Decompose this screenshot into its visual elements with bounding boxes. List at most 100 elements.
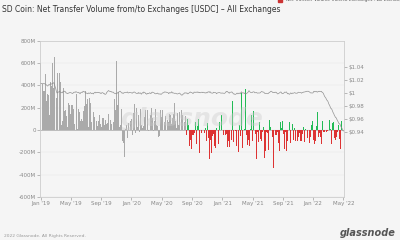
Bar: [188, 125, 189, 130]
Bar: [301, 130, 302, 141]
Bar: [66, 116, 67, 130]
Bar: [100, 124, 101, 130]
Bar: [183, 108, 184, 130]
Bar: [102, 118, 103, 130]
Text: 2022 Glassnode. All Rights Reserved.: 2022 Glassnode. All Rights Reserved.: [4, 234, 86, 238]
Bar: [60, 82, 61, 130]
Bar: [266, 130, 267, 132]
Bar: [162, 110, 163, 130]
Bar: [303, 127, 304, 130]
Bar: [105, 120, 106, 130]
Bar: [135, 130, 136, 133]
Bar: [186, 130, 187, 155]
Bar: [44, 120, 45, 130]
Bar: [45, 74, 46, 130]
Bar: [198, 120, 199, 130]
Bar: [199, 130, 200, 153]
Bar: [194, 130, 195, 133]
Bar: [178, 125, 179, 130]
Bar: [335, 130, 336, 140]
Bar: [119, 127, 120, 130]
Bar: [90, 103, 91, 130]
Bar: [181, 110, 182, 130]
Bar: [316, 126, 317, 130]
Bar: [336, 130, 337, 137]
Bar: [284, 130, 285, 149]
Bar: [79, 112, 80, 130]
Bar: [322, 121, 323, 130]
Bar: [323, 130, 324, 132]
Bar: [217, 130, 218, 134]
Bar: [148, 130, 149, 131]
Bar: [51, 86, 52, 130]
Bar: [175, 121, 176, 130]
Bar: [150, 115, 151, 130]
Bar: [89, 100, 90, 130]
Bar: [221, 114, 222, 130]
Bar: [308, 109, 309, 130]
Bar: [156, 126, 157, 130]
Bar: [120, 125, 121, 130]
Bar: [68, 103, 69, 130]
Bar: [106, 124, 107, 130]
Bar: [167, 120, 168, 130]
Bar: [254, 130, 255, 159]
Bar: [182, 115, 183, 130]
Bar: [241, 93, 242, 130]
Bar: [210, 130, 211, 140]
Bar: [251, 125, 252, 130]
Bar: [99, 115, 100, 130]
Bar: [338, 125, 339, 130]
Bar: [215, 130, 216, 148]
Bar: [48, 95, 49, 130]
Bar: [289, 122, 290, 130]
Bar: [247, 130, 248, 145]
Text: glassnode: glassnode: [120, 107, 264, 131]
Bar: [70, 114, 71, 130]
Bar: [127, 130, 128, 138]
Bar: [101, 127, 102, 130]
Bar: [67, 127, 68, 130]
Bar: [196, 130, 197, 144]
Bar: [121, 108, 122, 130]
Bar: [155, 109, 156, 130]
Bar: [56, 98, 57, 130]
Bar: [281, 128, 282, 130]
Bar: [146, 120, 147, 130]
Bar: [77, 129, 78, 130]
Bar: [108, 114, 109, 130]
Bar: [231, 130, 232, 143]
Bar: [337, 130, 338, 132]
Bar: [166, 123, 167, 130]
Bar: [268, 130, 269, 150]
Bar: [177, 119, 178, 130]
Bar: [88, 127, 89, 130]
Bar: [98, 106, 99, 130]
Bar: [220, 130, 221, 133]
Bar: [276, 130, 277, 135]
Bar: [43, 91, 44, 130]
Bar: [116, 61, 117, 130]
Bar: [264, 130, 265, 158]
Text: glassnode: glassnode: [340, 228, 396, 238]
Bar: [239, 125, 240, 130]
Bar: [307, 130, 308, 138]
Bar: [332, 123, 333, 130]
Bar: [317, 112, 318, 130]
Bar: [130, 121, 131, 130]
Bar: [168, 122, 169, 130]
Bar: [294, 130, 295, 164]
Bar: [147, 110, 148, 130]
Bar: [82, 121, 83, 130]
Bar: [94, 117, 95, 130]
Bar: [112, 109, 113, 130]
Bar: [318, 130, 319, 137]
Bar: [174, 103, 175, 130]
Bar: [201, 130, 202, 132]
Bar: [283, 130, 284, 134]
Bar: [204, 130, 205, 133]
Bar: [272, 130, 273, 137]
Bar: [340, 130, 341, 149]
Bar: [170, 114, 171, 130]
Bar: [200, 117, 201, 130]
